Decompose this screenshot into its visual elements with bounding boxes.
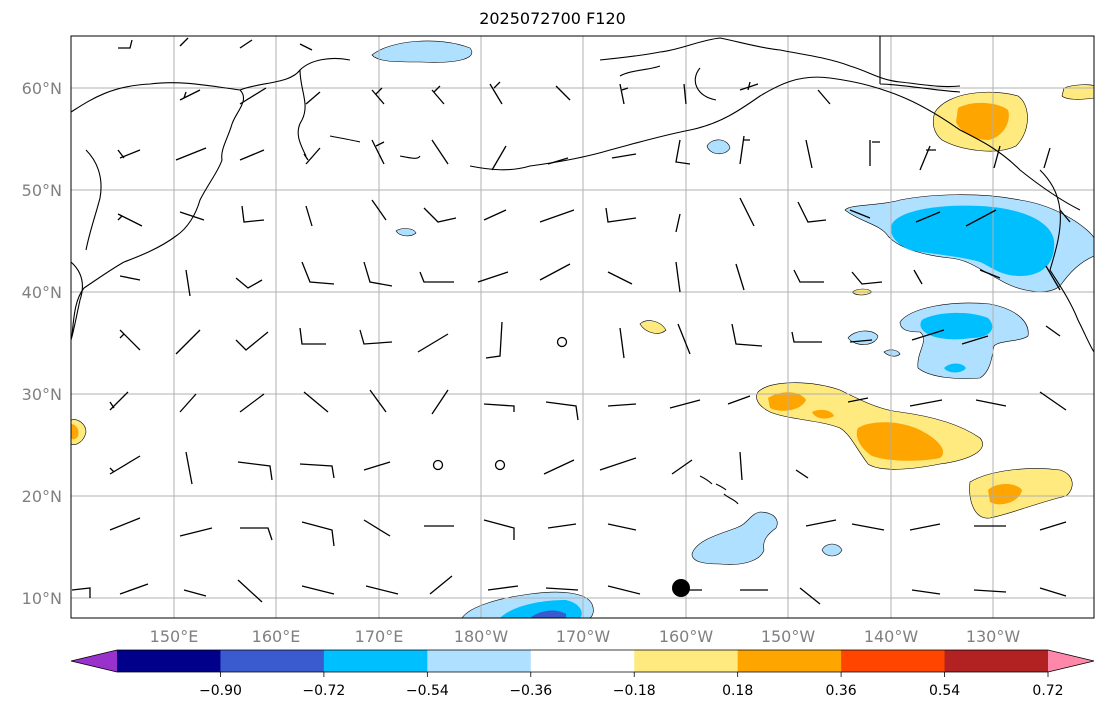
coastline-bc-coast — [1039, 169, 1094, 353]
colorbar-outline — [70, 649, 1095, 673]
orange-area-subtropical-a — [768, 392, 806, 411]
lat-label-20n: 20°N — [22, 487, 62, 506]
colorbar-tick-label: −0.18 — [613, 683, 656, 699]
yellow-dot-33n — [639, 320, 667, 334]
map-title: 2025072700 F120 — [479, 9, 626, 28]
colorbar-segment — [530, 650, 635, 672]
colorbar-segment — [944, 650, 1049, 672]
lon-label-150e: 150°E — [150, 627, 199, 646]
storm-marker-dot — [672, 579, 690, 597]
shading-layer — [71, 40, 1094, 618]
blue-area-south-hawaii — [691, 511, 778, 565]
lat-label-10n: 10°N — [22, 589, 62, 608]
lat-label-30n: 30°N — [22, 385, 62, 404]
lon-label-170e: 170°E — [355, 627, 404, 646]
lat-label-40n: 40°N — [22, 283, 62, 302]
coastline-aleutians — [329, 76, 1081, 211]
colorbar-segment — [323, 650, 428, 672]
lon-label-150w: 150°W — [761, 627, 816, 646]
lon-label-180w: 180°W — [454, 627, 509, 646]
colorbar: −0.90 −0.72 −0.54 −0.36 −0.18 0.18 0.36 0.54 0.7… — [70, 649, 1095, 699]
colorbar-extend-high — [1048, 650, 1094, 672]
deep-blue-dot-37n — [944, 363, 966, 373]
colorbar-tick-label: −0.54 — [406, 683, 449, 699]
colorbar-segment — [737, 650, 842, 672]
lat-label-50n: 50°N — [22, 181, 62, 200]
blue-dot-south — [821, 543, 843, 557]
coastline-sakhalin-japan — [71, 149, 102, 341]
lon-label-130w: 130°W — [966, 627, 1021, 646]
colorbar-tick-label: 0.72 — [1032, 683, 1063, 699]
colorbar-tick-label: 0.54 — [929, 683, 960, 699]
lon-label-170w: 170°W — [556, 627, 611, 646]
map-plot-area — [71, 36, 1094, 618]
blue-dot-170e — [395, 228, 417, 237]
orange-area-subtropical-c — [856, 422, 944, 461]
deep-blue-area-ne-pacific — [890, 205, 1055, 276]
latitude-labels: 60°N 50°N 40°N 30°N 20°N 10°N — [22, 79, 62, 608]
deep-blue-area-37n — [920, 312, 993, 340]
lon-label-140w: 140°W — [864, 627, 919, 646]
colorbar-tick-label: −0.90 — [199, 683, 242, 699]
orange-area-subtropical-b — [812, 409, 834, 419]
yellow-area-canada-edge — [1061, 84, 1094, 100]
coastlines — [71, 36, 1094, 505]
colorbar-segment — [427, 650, 532, 672]
blue-area-aleutian — [371, 40, 473, 63]
lon-label-160w: 160°W — [659, 627, 714, 646]
coastline-siberia-kamchatka — [71, 57, 351, 337]
colorbar-tick-label: 0.36 — [826, 683, 857, 699]
wind-barbs — [71, 37, 1071, 605]
colorbar-tick-label: 0.18 — [722, 683, 753, 699]
lat-label-60n: 60°N — [22, 79, 62, 98]
lon-label-160e: 160°E — [252, 627, 301, 646]
orange-area-22n — [988, 484, 1022, 505]
longitude-labels: 150°E 160°E 170°E 180°W 170°W 160°W 150°… — [150, 627, 1021, 646]
colorbar-segment — [117, 650, 221, 672]
border-canada — [879, 36, 961, 93]
coastline-alaska-north — [599, 37, 961, 101]
mid-blue-area-south-edge — [530, 610, 566, 618]
colorbar-segment — [634, 650, 739, 672]
colorbar-segment — [841, 650, 946, 672]
colorbar-tick-label: −0.72 — [302, 683, 345, 699]
blue-dot-35n — [883, 349, 901, 357]
orange-area-west-edge — [71, 424, 79, 440]
map-frame — [70, 35, 1095, 619]
coastline-hawaii — [699, 475, 739, 505]
orange-area-alaska — [956, 102, 1009, 140]
colorbar-tick-label: −0.36 — [509, 683, 552, 699]
blue-dot-small — [706, 139, 731, 155]
colorbar-segment — [220, 650, 325, 672]
colorbar-extend-low — [71, 650, 117, 672]
